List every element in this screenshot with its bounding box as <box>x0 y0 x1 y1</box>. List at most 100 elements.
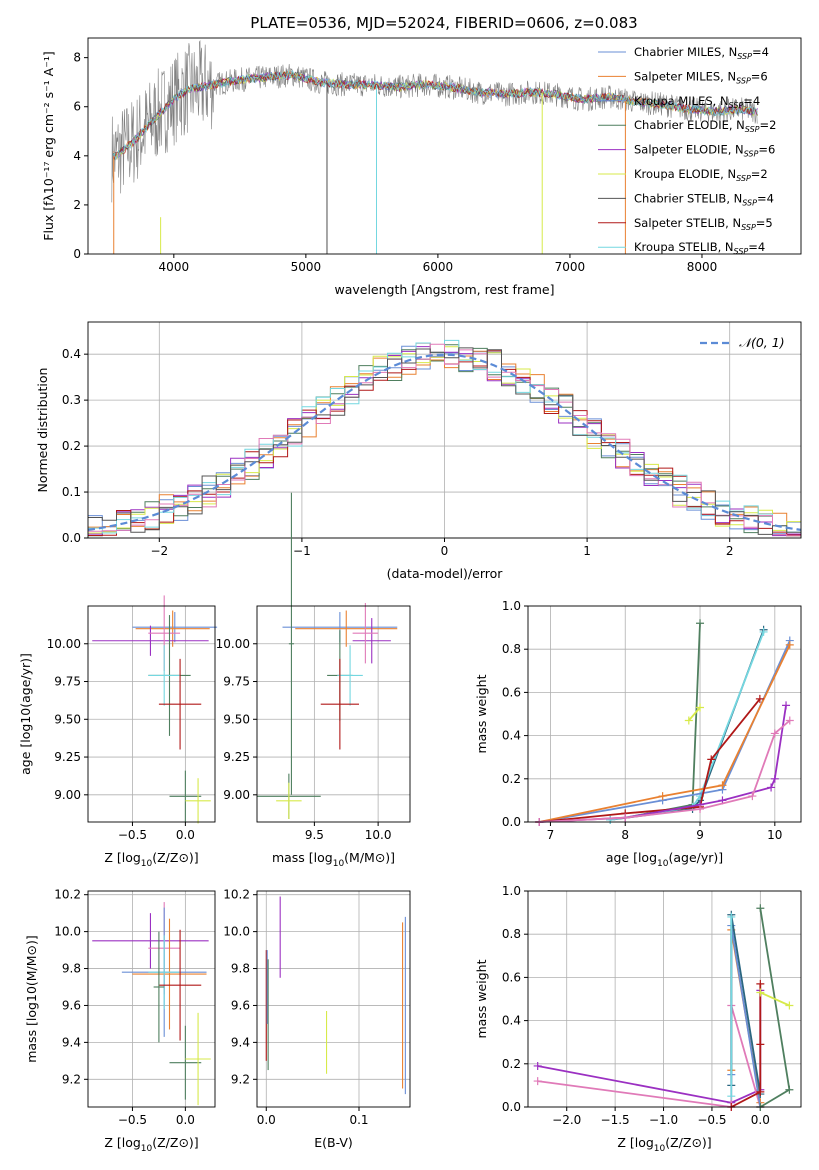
legend-tail: =4 <box>748 240 765 254</box>
x-tick-label: 9 <box>696 828 704 842</box>
legend-label: Kroupa MILES, N <box>634 94 729 108</box>
series-marker <box>756 904 765 913</box>
x-axis-label-tail: (Z/Z⊙)] <box>152 850 198 865</box>
series-marker <box>707 755 716 764</box>
y-tick-label: 9.4 <box>231 1035 250 1049</box>
x-axis-label-main: Z [log <box>104 1135 140 1150</box>
age-vs-mass-panel: 9.5 10.0 9.00 9.25 9.50 9.75 10.00 mass [log10(… <box>216 492 411 869</box>
legend-entry: Salpeter STELIB, NSSP=5 <box>634 216 773 232</box>
x-tick-label: 0.0 <box>257 1113 276 1127</box>
series-marker <box>755 694 764 703</box>
series-line-7 <box>759 908 791 1108</box>
spectrum-panel: 4000 5000 6000 7000 8000 0 2 4 6 8 wavelength [Ang… <box>41 37 802 297</box>
legend-sub: SSP <box>744 150 759 159</box>
x-axis-label: mass [log10(M/M⊙)] <box>272 850 395 869</box>
y-tick-label: 2 <box>73 198 81 212</box>
y-tick-label: 0.6 <box>502 685 521 699</box>
legend-tail: =2 <box>760 118 777 132</box>
x-axis-label-sub: 10 <box>333 859 345 869</box>
legend-sub: SSP <box>736 76 751 85</box>
x-axis-label-sub: 10 <box>141 859 153 869</box>
x-axis-label: E(B-V) <box>314 1135 353 1150</box>
residual-histogram-panel: −2 −1 0 1 2 0.0 0.1 0.2 0.3 0.4 𝒩(0, 1) (data-model… <box>35 321 802 581</box>
x-tick-label: −2 <box>150 544 168 558</box>
y-tick-label: 9.4 <box>62 1035 81 1049</box>
series-marker <box>785 640 794 649</box>
series-line-7 <box>539 705 787 823</box>
legend-tail: =6 <box>758 143 775 157</box>
gaussian-curve <box>87 353 802 531</box>
y-tick-label: 10.2 <box>54 888 81 902</box>
x-tick-label: 8 <box>621 828 629 842</box>
y-tick-label: 10.00 <box>47 637 81 651</box>
y-tick-label: 1.0 <box>502 599 521 613</box>
x-tick-label: −0.5 <box>118 828 147 842</box>
y-tick-label: 9.8 <box>62 962 81 976</box>
legend-tail: =2 <box>751 167 768 181</box>
y-tick-label: 8 <box>73 51 81 65</box>
age-vs-z-panel: −0.5 0.0 9.00 9.25 9.50 9.75 10.00 Z [log10(Z/Z… <box>18 595 218 869</box>
series-marker <box>770 774 779 783</box>
y-tick-label: 9.50 <box>54 712 81 726</box>
x-tick-label: −1 <box>293 544 311 558</box>
x-tick-label: 0 <box>441 544 449 558</box>
y-tick-label: 0.8 <box>502 927 521 941</box>
x-axis-label-main: age [log <box>606 850 657 865</box>
y-tick-label: 4 <box>73 149 81 163</box>
x-tick-label: −1.0 <box>649 1113 678 1127</box>
legend-sub: SSP <box>729 101 744 110</box>
legend-entry: Kroupa STELIB, NSSP=4 <box>634 240 765 256</box>
legend-label: Chabrier MILES, N <box>634 45 737 59</box>
x-axis-label: age [log10(age/yr)] <box>606 850 723 869</box>
y-tick-label: 0.6 <box>502 970 521 984</box>
axes-frame <box>527 605 802 823</box>
y-tick-label: 0 <box>73 247 81 261</box>
x-axis-label-main: Z [log <box>104 850 140 865</box>
legend-entry: Chabrier ELODIE, NSSP=2 <box>634 118 776 134</box>
series-marker <box>727 1092 736 1101</box>
y-tick-label: 9.2 <box>231 1072 250 1086</box>
y-tick-label: 0.0 <box>502 1100 521 1114</box>
mass-vs-z-panel: −0.5 0.0 9.2 9.4 9.6 9.8 10.0 10.2 Z [log10(Z/Z⊙… <box>24 888 216 1154</box>
legend-entry: Chabrier STELIB, NSSP=4 <box>634 191 774 207</box>
x-axis-label-main: mass [log <box>272 850 333 865</box>
x-axis-label-main: E(B-V) <box>314 1135 353 1150</box>
series-marker <box>727 912 736 921</box>
x-axis-label: Z [log10(Z/Z⊙)] <box>617 1135 711 1154</box>
series-marker <box>533 1061 542 1070</box>
axes-frame <box>256 605 411 823</box>
y-tick-label: 0.4 <box>502 1014 521 1028</box>
axes-frame <box>87 890 216 1108</box>
y-axis-label: Flux [fλ10⁻¹⁷ erg cm⁻² s⁻¹ A⁻¹] <box>41 51 56 240</box>
axes-frame <box>87 605 216 823</box>
y-tick-label: 9.00 <box>223 788 250 802</box>
x-axis-label-sub: 10 <box>141 1144 153 1154</box>
y-tick-label: 10.2 <box>223 888 250 902</box>
model-spectrum-8 <box>112 69 758 161</box>
legend-tail: =6 <box>751 69 768 83</box>
y-tick-label: 9.25 <box>54 750 81 764</box>
series-line-8 <box>759 991 790 1007</box>
x-tick-label: 0.0 <box>751 1113 770 1127</box>
series-marker <box>756 1040 765 1049</box>
legend-label: Salpeter ELODIE, N <box>634 143 744 157</box>
x-tick-label: 0.1 <box>349 1113 368 1127</box>
series-line-6 <box>730 983 762 1108</box>
axes-frame <box>527 890 802 1108</box>
x-tick-label: 8000 <box>687 260 718 274</box>
x-tick-label: 5000 <box>291 260 322 274</box>
y-tick-label: 9.2 <box>62 1072 81 1086</box>
x-axis-label-sub: 10 <box>654 1144 666 1154</box>
y-tick-label: 6 <box>73 100 81 114</box>
y-tick-label: 0.4 <box>502 729 521 743</box>
y-axis-label: mass weight <box>474 959 489 1038</box>
series-marker <box>696 703 705 712</box>
legend-label: Salpeter MILES, N <box>634 69 736 83</box>
y-tick-label: 0.4 <box>62 347 81 361</box>
axes-frame <box>256 890 411 1108</box>
y-tick-label: 0.8 <box>502 642 521 656</box>
x-tick-label: −0.5 <box>118 1113 147 1127</box>
y-tick-label: 9.75 <box>223 675 250 689</box>
figure-title: PLATE=0536, MJD=52024, FIBERID=0606, z=0… <box>250 14 637 32</box>
